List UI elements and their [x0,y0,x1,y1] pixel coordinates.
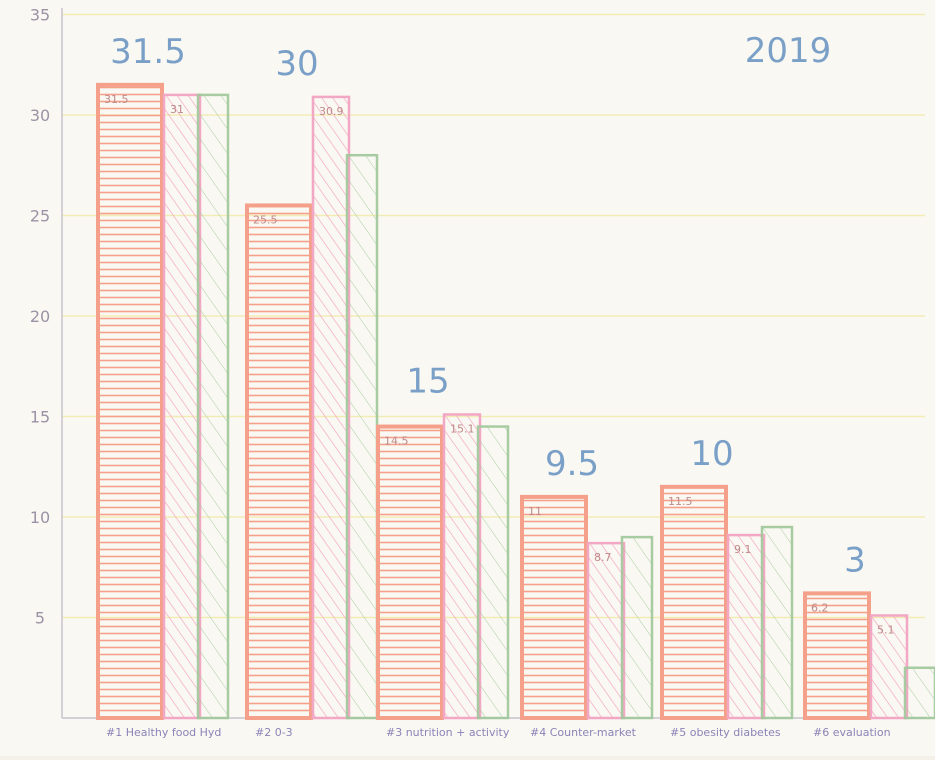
x-category-label: #2 0-3 [255,726,293,739]
bar [586,541,626,720]
annotation-label: 3 [844,540,866,580]
bar [376,424,444,720]
annotation-label: 10 [690,434,733,474]
bar-value-label: 9.1 [734,543,752,556]
bar [345,153,379,720]
bar [803,591,871,721]
x-category-label: #6 evaluation [813,726,891,739]
bar-value-label: 11.5 [668,495,693,508]
annotation-label: 30 [275,44,318,84]
chart-title: 2019 [745,31,832,71]
bar [760,525,794,720]
bar [96,82,164,721]
bar-value-label: 11 [528,505,542,518]
bar-value-label: 14.5 [384,435,409,448]
bar-value-label: 8.7 [594,551,612,564]
bar [620,535,654,720]
x-category-label: #4 Counter-market [530,726,637,739]
bar [245,203,313,720]
y-tick-label: 30 [30,106,50,125]
bar [903,666,935,720]
bar-value-label: 31.5 [104,93,129,106]
bar [726,533,766,720]
bar-value-label: 15.1 [450,422,475,435]
bar [476,425,510,720]
bar-value-label: 5.1 [877,623,895,636]
bar-value-label: 30.9 [319,105,344,118]
bar-value-label: 31 [170,103,184,116]
y-tick-label: 20 [30,307,50,326]
bar [162,93,202,720]
bar-value-label: 6.2 [811,601,829,614]
bar [869,614,909,720]
bar [311,95,351,720]
annotation-label: 9.5 [545,444,599,484]
y-tick-label: 15 [30,408,50,427]
bar-value-label: 25.5 [253,213,278,226]
x-category-label: #5 obesity diabetes [670,726,781,739]
bar [196,93,230,720]
x-category-label: #1 Healthy food Hyd [106,726,221,739]
annotation-label: 15 [406,361,449,401]
bar [660,484,728,720]
y-tick-label: 10 [30,508,50,527]
bar [442,413,482,720]
y-tick-label: 35 [30,6,50,25]
y-tick-label: 25 [30,207,50,226]
bar [520,494,588,720]
x-category-label: #3 nutrition + activity [386,726,510,739]
y-tick-label: 5 [35,609,45,628]
annotation-label: 31.5 [110,32,186,72]
